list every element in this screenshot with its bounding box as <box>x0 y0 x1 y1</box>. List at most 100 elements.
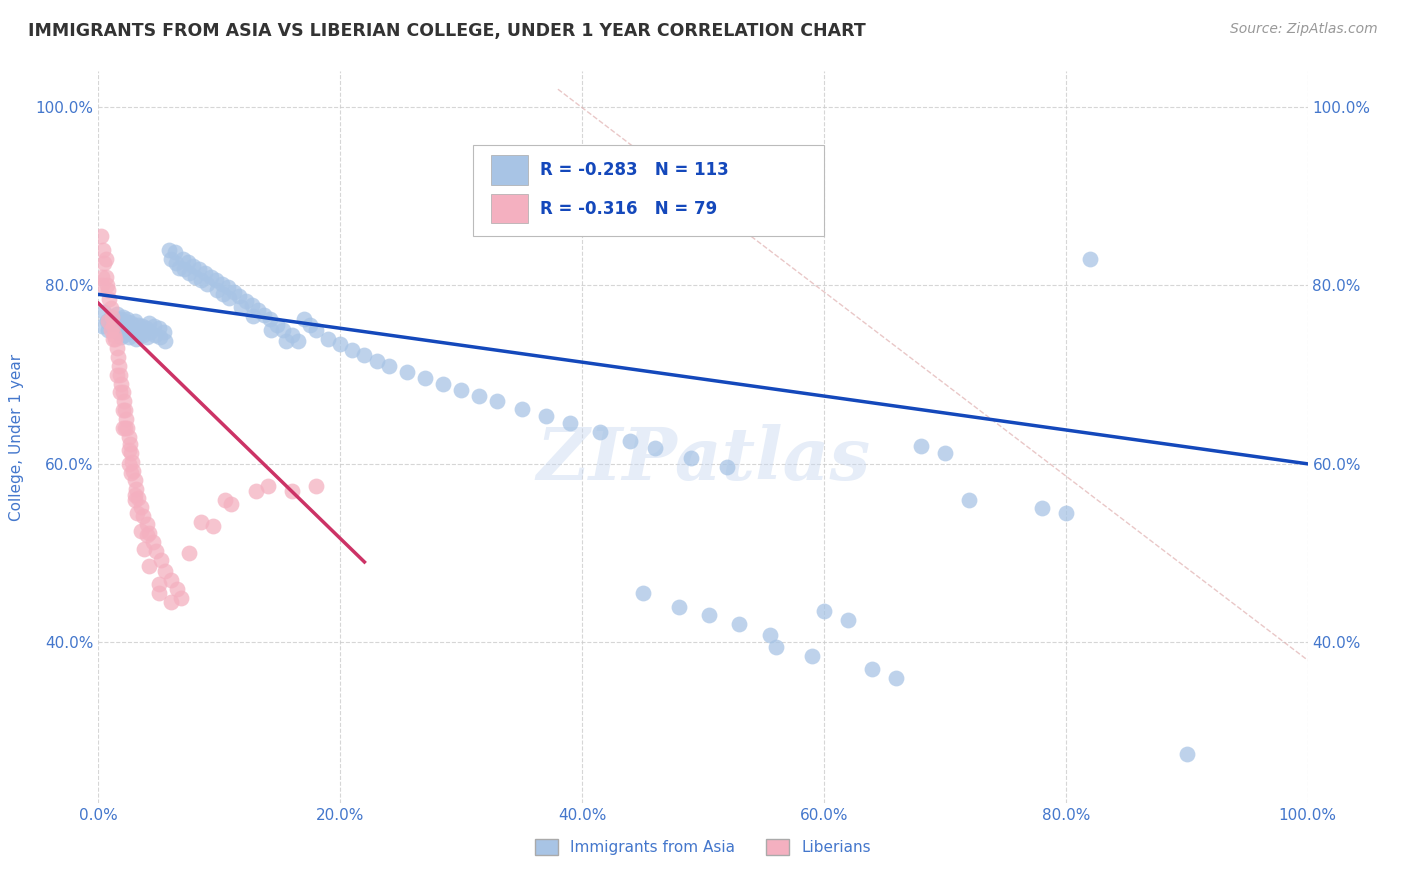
Point <box>148 586 170 600</box>
Point <box>160 252 183 266</box>
Point <box>758 628 780 642</box>
Point <box>211 277 233 291</box>
Point <box>148 577 170 591</box>
Point <box>91 269 114 284</box>
Point <box>468 389 491 403</box>
Point <box>114 314 136 328</box>
Point <box>124 473 146 487</box>
Point <box>125 482 148 496</box>
Point <box>127 506 149 520</box>
Point <box>150 553 173 567</box>
Point <box>97 323 120 337</box>
Point <box>316 332 339 346</box>
Point <box>413 371 436 385</box>
Point <box>644 441 666 455</box>
Point <box>118 457 141 471</box>
Point <box>160 595 183 609</box>
FancyBboxPatch shape <box>474 145 824 235</box>
Point <box>104 332 127 346</box>
Point <box>218 291 240 305</box>
Point <box>128 326 150 341</box>
Point <box>222 285 245 299</box>
Point <box>1054 506 1077 520</box>
Point <box>100 310 122 324</box>
Point <box>118 321 141 335</box>
Point <box>103 327 125 342</box>
Point <box>91 243 114 257</box>
Point <box>101 318 124 333</box>
Point <box>589 425 612 439</box>
Point <box>112 327 135 342</box>
Point <box>118 430 141 444</box>
Point <box>292 312 315 326</box>
Point <box>205 283 228 297</box>
Point <box>132 508 155 523</box>
Text: IMMIGRANTS FROM ASIA VS LIBERIAN COLLEGE, UNDER 1 YEAR CORRELATION CHART: IMMIGRANTS FROM ASIA VS LIBERIAN COLLEGE… <box>28 22 866 40</box>
Point <box>97 283 120 297</box>
Point <box>107 325 129 339</box>
Point <box>135 330 157 344</box>
Point <box>247 303 270 318</box>
Point <box>260 323 283 337</box>
Point <box>266 318 288 332</box>
Point <box>619 434 641 448</box>
Point <box>100 301 122 315</box>
Point <box>149 330 172 344</box>
Point <box>886 671 908 685</box>
Point <box>273 323 295 337</box>
Point <box>1078 252 1101 266</box>
Point <box>342 343 364 357</box>
Point <box>194 266 217 280</box>
Point <box>125 332 148 346</box>
Point <box>173 262 195 277</box>
Point <box>114 421 136 435</box>
Point <box>281 328 304 343</box>
Point <box>329 337 352 351</box>
Point <box>813 604 835 618</box>
Point <box>143 328 166 343</box>
FancyBboxPatch shape <box>492 194 527 224</box>
Point <box>166 582 188 596</box>
Text: R = -0.316   N = 79: R = -0.316 N = 79 <box>540 200 717 218</box>
Point <box>242 309 264 323</box>
Point <box>668 599 690 614</box>
Point <box>112 394 135 409</box>
Point <box>195 277 218 291</box>
Point <box>148 321 170 335</box>
Point <box>153 564 176 578</box>
Point <box>105 341 128 355</box>
Point <box>143 319 166 334</box>
Point <box>90 229 112 244</box>
Point <box>765 640 787 654</box>
FancyBboxPatch shape <box>492 155 527 185</box>
Point <box>96 278 118 293</box>
Point <box>108 368 131 382</box>
Point <box>121 455 143 469</box>
Point <box>124 314 146 328</box>
Point <box>305 479 328 493</box>
Point <box>105 316 128 330</box>
Point <box>187 262 209 277</box>
Point <box>287 334 309 348</box>
Point <box>157 243 180 257</box>
Point <box>110 330 132 344</box>
Point <box>1175 747 1198 761</box>
Point <box>169 591 191 605</box>
Point <box>114 403 136 417</box>
Point <box>91 318 114 333</box>
Point <box>728 617 751 632</box>
Legend: Immigrants from Asia, Liberians: Immigrants from Asia, Liberians <box>529 833 877 861</box>
Point <box>253 308 276 322</box>
Point <box>94 269 117 284</box>
Point <box>120 466 142 480</box>
Point <box>228 289 250 303</box>
Point <box>121 325 143 339</box>
Point <box>138 526 160 541</box>
Point <box>97 314 120 328</box>
Point <box>510 401 533 416</box>
Point <box>281 483 304 498</box>
Point <box>204 273 226 287</box>
Point <box>221 497 243 511</box>
Point <box>122 464 145 478</box>
Point <box>129 500 152 514</box>
